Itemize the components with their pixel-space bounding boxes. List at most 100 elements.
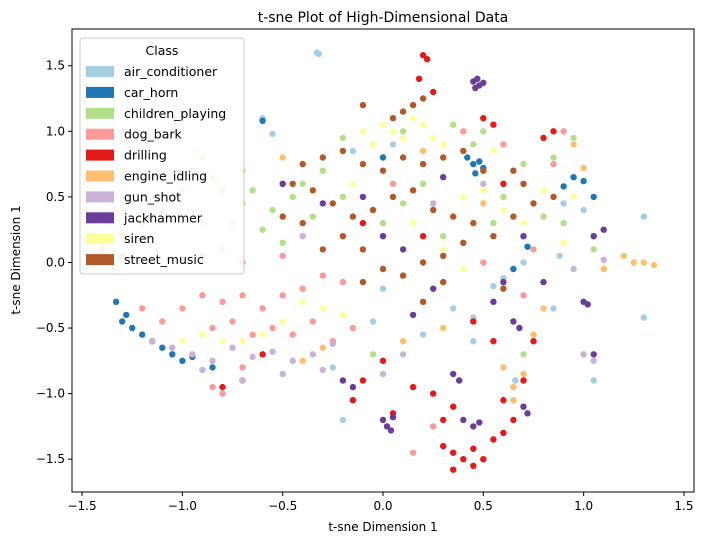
data-point xyxy=(319,305,326,312)
legend-label: car_horn xyxy=(124,85,178,100)
data-point xyxy=(560,219,567,227)
data-point xyxy=(409,383,417,391)
x-tick-label: 1.0 xyxy=(574,499,593,513)
data-point xyxy=(510,416,517,424)
data-point xyxy=(500,364,507,371)
data-point xyxy=(419,95,427,102)
legend-swatch xyxy=(86,149,114,161)
legend-entry-siren: siren xyxy=(86,231,154,246)
data-point xyxy=(520,259,527,266)
data-point xyxy=(299,357,306,364)
data-point xyxy=(570,174,577,181)
data-point xyxy=(460,239,467,246)
legend-entry-drilling: drilling xyxy=(86,148,167,163)
data-point xyxy=(259,117,266,125)
data-point xyxy=(369,141,377,148)
data-point xyxy=(209,324,216,332)
data-point xyxy=(560,183,567,190)
chart-title: t-sne Plot of High-Dimensional Data xyxy=(258,10,509,26)
data-point xyxy=(359,193,367,201)
data-point xyxy=(516,324,523,332)
legend-swatch xyxy=(86,212,114,224)
data-point xyxy=(500,193,507,201)
data-point xyxy=(219,390,226,397)
data-point xyxy=(159,344,166,351)
data-point xyxy=(570,265,577,273)
data-point xyxy=(520,403,527,410)
data-point xyxy=(399,272,407,279)
data-point xyxy=(379,285,387,292)
data-point xyxy=(279,252,286,260)
data-point xyxy=(480,128,487,135)
data-point xyxy=(430,200,437,207)
data-point xyxy=(389,193,397,201)
data-point xyxy=(520,370,527,378)
data-point xyxy=(419,52,427,59)
data-point xyxy=(419,121,427,128)
data-point xyxy=(580,164,587,172)
data-point xyxy=(590,351,597,358)
data-point xyxy=(159,318,166,325)
data-point xyxy=(450,449,457,456)
data-point xyxy=(590,193,597,201)
data-point xyxy=(209,383,216,391)
data-point xyxy=(269,206,276,214)
data-point xyxy=(423,56,431,63)
data-point xyxy=(299,285,306,292)
data-point xyxy=(319,154,326,161)
data-point xyxy=(199,292,206,299)
data-point xyxy=(520,160,527,168)
data-point xyxy=(580,206,587,214)
series-street_music xyxy=(279,95,557,305)
data-point xyxy=(349,147,357,155)
y-axis: −1.5 −1.0 −0.5 0.0 0.5 1.0 1.5 xyxy=(36,59,72,466)
data-point xyxy=(299,180,306,187)
data-point xyxy=(269,130,276,138)
data-point xyxy=(139,331,146,338)
data-point xyxy=(259,331,266,338)
data-point xyxy=(349,180,357,187)
legend-entry-children_playing: children_playing xyxy=(86,106,226,121)
data-point xyxy=(450,370,457,378)
y-tick-label: 0.5 xyxy=(46,190,65,204)
data-point xyxy=(500,278,507,286)
data-point xyxy=(500,141,507,148)
data-point xyxy=(450,213,457,220)
data-point xyxy=(319,200,326,207)
data-point xyxy=(339,416,347,424)
data-point xyxy=(440,141,447,148)
data-point xyxy=(419,331,427,338)
y-tick-label: −1.0 xyxy=(36,387,65,401)
data-point xyxy=(329,364,336,371)
data-point xyxy=(387,427,395,434)
data-point xyxy=(476,158,483,165)
data-point xyxy=(199,366,206,374)
data-point xyxy=(560,200,567,207)
y-tick-label: 1.5 xyxy=(46,59,65,73)
data-point xyxy=(450,121,457,128)
data-point xyxy=(640,314,647,321)
data-point xyxy=(530,338,537,345)
data-point xyxy=(299,160,306,168)
data-point xyxy=(399,200,407,207)
data-point xyxy=(383,423,391,430)
points-layer xyxy=(98,49,658,473)
data-point xyxy=(279,239,286,246)
data-point xyxy=(313,49,320,56)
data-point xyxy=(329,340,336,347)
data-point xyxy=(550,160,557,168)
data-point xyxy=(476,419,483,426)
data-point xyxy=(570,134,577,142)
data-point xyxy=(319,272,326,279)
data-point xyxy=(584,301,591,308)
data-point xyxy=(409,311,417,319)
data-point xyxy=(500,285,507,292)
legend-entry-gun_shot: gun_shot xyxy=(86,189,181,204)
data-point xyxy=(249,353,256,361)
data-point xyxy=(490,282,497,290)
legend-label: dog_bark xyxy=(124,127,183,142)
data-point xyxy=(430,134,437,142)
data-point xyxy=(219,298,226,305)
data-point xyxy=(389,414,397,421)
legend-entry-jackhammer: jackhammer xyxy=(86,210,203,225)
